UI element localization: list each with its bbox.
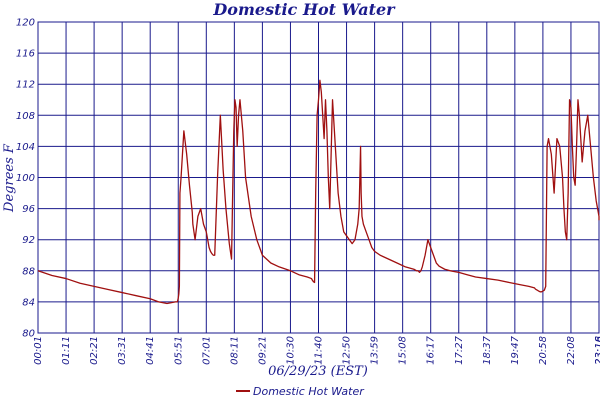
- grid: [38, 22, 599, 333]
- y-tick-label: 120: [16, 18, 35, 29]
- y-tick-label: 112: [16, 80, 35, 91]
- x-tick-label: 18:37: [482, 335, 493, 364]
- x-tick-label: 16:17: [426, 335, 437, 364]
- y-tick-label: 100: [16, 173, 35, 184]
- x-tick-label: 07:01: [201, 336, 212, 365]
- x-tick-label: 08:11: [229, 336, 240, 365]
- y-tick-label: 92: [22, 235, 35, 246]
- y-tick-label: 104: [16, 142, 35, 153]
- legend-label: Domestic Hot Water: [253, 385, 365, 398]
- x-tick-label: 15:08: [398, 336, 409, 365]
- x-tick-label: 20:58: [538, 336, 549, 365]
- x-tick-label: 10:30: [285, 336, 296, 365]
- x-tick-label: 12:50: [342, 336, 353, 365]
- series-layer: [37, 79, 600, 305]
- x-tick-label: 09:21: [257, 336, 268, 365]
- chart-title: Domestic Hot Water: [212, 0, 396, 19]
- y-tick-label: 96: [22, 204, 35, 215]
- x-tick-label: 19:47: [510, 335, 521, 364]
- x-tick-label: 11:40: [314, 336, 325, 365]
- series-line: [37, 79, 600, 305]
- legend: Domestic Hot Water: [236, 385, 365, 398]
- x-tick-label: 00:01: [33, 336, 44, 365]
- x-tick-label: 23:18: [594, 336, 600, 365]
- x-tick-label: 01:11: [61, 336, 72, 365]
- x-tick-label: 22:08: [566, 336, 577, 365]
- x-tick-label: 02:21: [89, 336, 100, 365]
- y-tick-label: 116: [16, 49, 35, 60]
- x-tick-label: 05:51: [173, 336, 184, 365]
- x-axis-ticks: 00:01 01:11 02:21 03:31 04:41 05:51 07:01 08:11…: [33, 335, 600, 364]
- y-tick-label: 108: [16, 111, 35, 122]
- x-tick-label: 04:41: [145, 336, 156, 365]
- y-tick-label: 88: [22, 266, 35, 277]
- x-axis-label: 06/29/23 (EST): [268, 364, 368, 379]
- x-tick-label: 17:27: [454, 335, 465, 364]
- x-tick-label: 03:31: [117, 336, 128, 365]
- y-axis-label: Degrees F: [2, 143, 17, 213]
- x-tick-label: 13:59: [370, 336, 381, 365]
- y-axis-ticks: 80 84 88 92 96 100 104 108 112 116 120: [16, 18, 35, 340]
- x-tick-label: 23:16: [594, 336, 600, 365]
- y-tick-label: 80: [22, 329, 35, 340]
- y-tick-label: 84: [22, 297, 35, 308]
